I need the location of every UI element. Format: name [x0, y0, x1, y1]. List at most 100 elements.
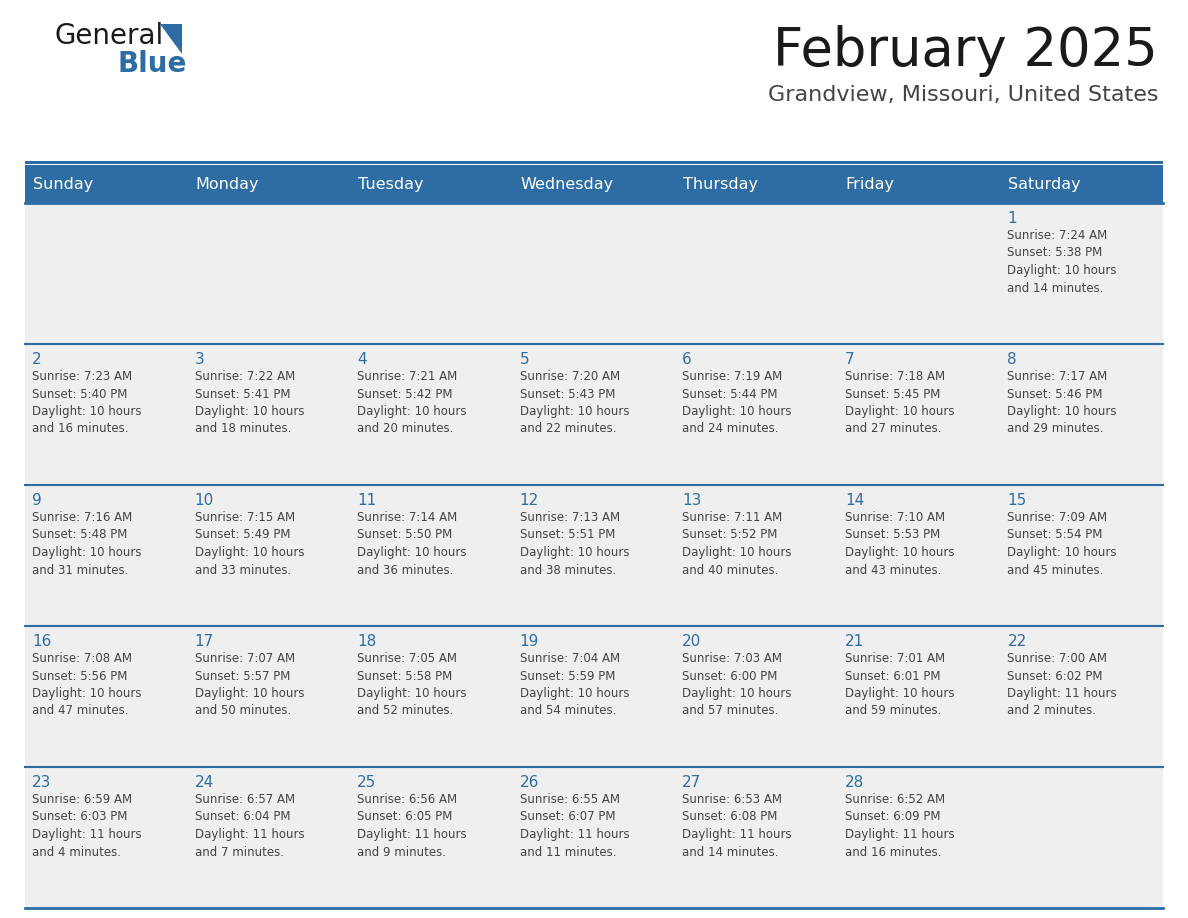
Text: 9: 9	[32, 493, 42, 508]
Bar	[838, 485, 1000, 626]
Bar	[675, 626, 838, 767]
Text: 21: 21	[845, 634, 864, 649]
Text: Tuesday: Tuesday	[358, 176, 424, 192]
Bar	[350, 626, 513, 767]
Text: 4: 4	[358, 352, 367, 367]
Bar	[350, 344, 513, 485]
Text: 5: 5	[519, 352, 530, 367]
Text: 18: 18	[358, 634, 377, 649]
Text: Sunrise: 7:23 AM
Sunset: 5:40 PM
Daylight: 10 hours
and 16 minutes.: Sunrise: 7:23 AM Sunset: 5:40 PM Dayligh…	[32, 370, 141, 435]
Text: Sunrise: 7:13 AM
Sunset: 5:51 PM
Daylight: 10 hours
and 38 minutes.: Sunrise: 7:13 AM Sunset: 5:51 PM Dayligh…	[519, 511, 630, 577]
Text: Sunrise: 7:00 AM
Sunset: 6:02 PM
Daylight: 11 hours
and 2 minutes.: Sunrise: 7:00 AM Sunset: 6:02 PM Dayligh…	[1007, 652, 1117, 718]
Bar	[838, 767, 1000, 908]
Text: 12: 12	[519, 493, 539, 508]
Text: Sunrise: 7:20 AM
Sunset: 5:43 PM
Daylight: 10 hours
and 22 minutes.: Sunrise: 7:20 AM Sunset: 5:43 PM Dayligh…	[519, 370, 630, 435]
Text: Sunrise: 7:22 AM
Sunset: 5:41 PM
Daylight: 10 hours
and 18 minutes.: Sunrise: 7:22 AM Sunset: 5:41 PM Dayligh…	[195, 370, 304, 435]
Text: Sunrise: 7:11 AM
Sunset: 5:52 PM
Daylight: 10 hours
and 40 minutes.: Sunrise: 7:11 AM Sunset: 5:52 PM Dayligh…	[682, 511, 791, 577]
Text: Sunrise: 7:04 AM
Sunset: 5:59 PM
Daylight: 10 hours
and 54 minutes.: Sunrise: 7:04 AM Sunset: 5:59 PM Dayligh…	[519, 652, 630, 718]
Bar	[188, 203, 350, 344]
Text: 25: 25	[358, 775, 377, 790]
Text: 28: 28	[845, 775, 864, 790]
Bar	[838, 203, 1000, 344]
Bar	[25, 161, 1163, 164]
Text: 6: 6	[682, 352, 693, 367]
Text: Sunrise: 6:53 AM
Sunset: 6:08 PM
Daylight: 11 hours
and 14 minutes.: Sunrise: 6:53 AM Sunset: 6:08 PM Dayligh…	[682, 793, 792, 858]
Text: Sunrise: 7:05 AM
Sunset: 5:58 PM
Daylight: 10 hours
and 52 minutes.: Sunrise: 7:05 AM Sunset: 5:58 PM Dayligh…	[358, 652, 467, 718]
Bar	[513, 203, 675, 344]
Text: 16: 16	[32, 634, 51, 649]
Text: 13: 13	[682, 493, 702, 508]
Text: Sunrise: 7:21 AM
Sunset: 5:42 PM
Daylight: 10 hours
and 20 minutes.: Sunrise: 7:21 AM Sunset: 5:42 PM Dayligh…	[358, 370, 467, 435]
Text: Grandview, Missouri, United States: Grandview, Missouri, United States	[767, 85, 1158, 105]
Bar	[25, 344, 188, 485]
Text: Sunrise: 6:55 AM
Sunset: 6:07 PM
Daylight: 11 hours
and 11 minutes.: Sunrise: 6:55 AM Sunset: 6:07 PM Dayligh…	[519, 793, 630, 858]
Bar	[350, 485, 513, 626]
Text: 27: 27	[682, 775, 702, 790]
Text: 17: 17	[195, 634, 214, 649]
Text: Sunrise: 7:15 AM
Sunset: 5:49 PM
Daylight: 10 hours
and 33 minutes.: Sunrise: 7:15 AM Sunset: 5:49 PM Dayligh…	[195, 511, 304, 577]
Text: Sunday: Sunday	[33, 176, 93, 192]
Text: Sunrise: 6:57 AM
Sunset: 6:04 PM
Daylight: 11 hours
and 7 minutes.: Sunrise: 6:57 AM Sunset: 6:04 PM Dayligh…	[195, 793, 304, 858]
Bar	[1000, 626, 1163, 767]
Text: 24: 24	[195, 775, 214, 790]
Text: Sunrise: 7:01 AM
Sunset: 6:01 PM
Daylight: 10 hours
and 59 minutes.: Sunrise: 7:01 AM Sunset: 6:01 PM Dayligh…	[845, 652, 954, 718]
Text: 7: 7	[845, 352, 854, 367]
Text: Sunrise: 7:14 AM
Sunset: 5:50 PM
Daylight: 10 hours
and 36 minutes.: Sunrise: 7:14 AM Sunset: 5:50 PM Dayligh…	[358, 511, 467, 577]
Text: Monday: Monday	[196, 176, 259, 192]
Bar	[25, 203, 188, 344]
Bar	[188, 344, 350, 485]
Bar	[675, 767, 838, 908]
Text: Sunrise: 7:19 AM
Sunset: 5:44 PM
Daylight: 10 hours
and 24 minutes.: Sunrise: 7:19 AM Sunset: 5:44 PM Dayligh…	[682, 370, 791, 435]
Bar	[1000, 767, 1163, 908]
Text: Sunrise: 6:52 AM
Sunset: 6:09 PM
Daylight: 11 hours
and 16 minutes.: Sunrise: 6:52 AM Sunset: 6:09 PM Dayligh…	[845, 793, 954, 858]
Polygon shape	[160, 24, 182, 54]
Text: 10: 10	[195, 493, 214, 508]
Text: Sunrise: 6:56 AM
Sunset: 6:05 PM
Daylight: 11 hours
and 9 minutes.: Sunrise: 6:56 AM Sunset: 6:05 PM Dayligh…	[358, 793, 467, 858]
Text: Sunrise: 7:09 AM
Sunset: 5:54 PM
Daylight: 10 hours
and 45 minutes.: Sunrise: 7:09 AM Sunset: 5:54 PM Dayligh…	[1007, 511, 1117, 577]
Text: Blue: Blue	[116, 50, 187, 78]
Text: 11: 11	[358, 493, 377, 508]
Text: 2: 2	[32, 352, 42, 367]
Bar	[513, 767, 675, 908]
Text: Sunrise: 7:17 AM
Sunset: 5:46 PM
Daylight: 10 hours
and 29 minutes.: Sunrise: 7:17 AM Sunset: 5:46 PM Dayligh…	[1007, 370, 1117, 435]
Text: Sunrise: 7:03 AM
Sunset: 6:00 PM
Daylight: 10 hours
and 57 minutes.: Sunrise: 7:03 AM Sunset: 6:00 PM Dayligh…	[682, 652, 791, 718]
Bar	[25, 165, 1163, 203]
Bar	[188, 485, 350, 626]
Text: Saturday: Saturday	[1009, 176, 1081, 192]
Text: 20: 20	[682, 634, 702, 649]
Bar	[513, 626, 675, 767]
Text: Sunrise: 7:10 AM
Sunset: 5:53 PM
Daylight: 10 hours
and 43 minutes.: Sunrise: 7:10 AM Sunset: 5:53 PM Dayligh…	[845, 511, 954, 577]
Text: 15: 15	[1007, 493, 1026, 508]
Bar	[350, 767, 513, 908]
Text: Sunrise: 7:08 AM
Sunset: 5:56 PM
Daylight: 10 hours
and 47 minutes.: Sunrise: 7:08 AM Sunset: 5:56 PM Dayligh…	[32, 652, 141, 718]
Bar	[838, 626, 1000, 767]
Text: 14: 14	[845, 493, 864, 508]
Bar	[188, 626, 350, 767]
Text: Sunrise: 7:07 AM
Sunset: 5:57 PM
Daylight: 10 hours
and 50 minutes.: Sunrise: 7:07 AM Sunset: 5:57 PM Dayligh…	[195, 652, 304, 718]
Text: 8: 8	[1007, 352, 1017, 367]
Text: 3: 3	[195, 352, 204, 367]
Bar	[838, 344, 1000, 485]
Bar	[350, 203, 513, 344]
Text: Sunrise: 6:59 AM
Sunset: 6:03 PM
Daylight: 11 hours
and 4 minutes.: Sunrise: 6:59 AM Sunset: 6:03 PM Dayligh…	[32, 793, 141, 858]
Text: February 2025: February 2025	[773, 25, 1158, 77]
Text: Sunrise: 7:24 AM
Sunset: 5:38 PM
Daylight: 10 hours
and 14 minutes.: Sunrise: 7:24 AM Sunset: 5:38 PM Dayligh…	[1007, 229, 1117, 295]
Bar	[188, 767, 350, 908]
Text: 23: 23	[32, 775, 51, 790]
Text: 26: 26	[519, 775, 539, 790]
Bar	[1000, 344, 1163, 485]
Bar	[25, 767, 188, 908]
Text: Sunrise: 7:18 AM
Sunset: 5:45 PM
Daylight: 10 hours
and 27 minutes.: Sunrise: 7:18 AM Sunset: 5:45 PM Dayligh…	[845, 370, 954, 435]
Text: Thursday: Thursday	[683, 176, 758, 192]
Bar	[675, 485, 838, 626]
Bar	[513, 485, 675, 626]
Bar	[675, 344, 838, 485]
Bar	[25, 485, 188, 626]
Bar	[513, 344, 675, 485]
Text: 1: 1	[1007, 211, 1017, 226]
Text: Wednesday: Wednesday	[520, 176, 614, 192]
Bar	[25, 626, 188, 767]
Text: Sunrise: 7:16 AM
Sunset: 5:48 PM
Daylight: 10 hours
and 31 minutes.: Sunrise: 7:16 AM Sunset: 5:48 PM Dayligh…	[32, 511, 141, 577]
Text: 22: 22	[1007, 634, 1026, 649]
Text: 19: 19	[519, 634, 539, 649]
